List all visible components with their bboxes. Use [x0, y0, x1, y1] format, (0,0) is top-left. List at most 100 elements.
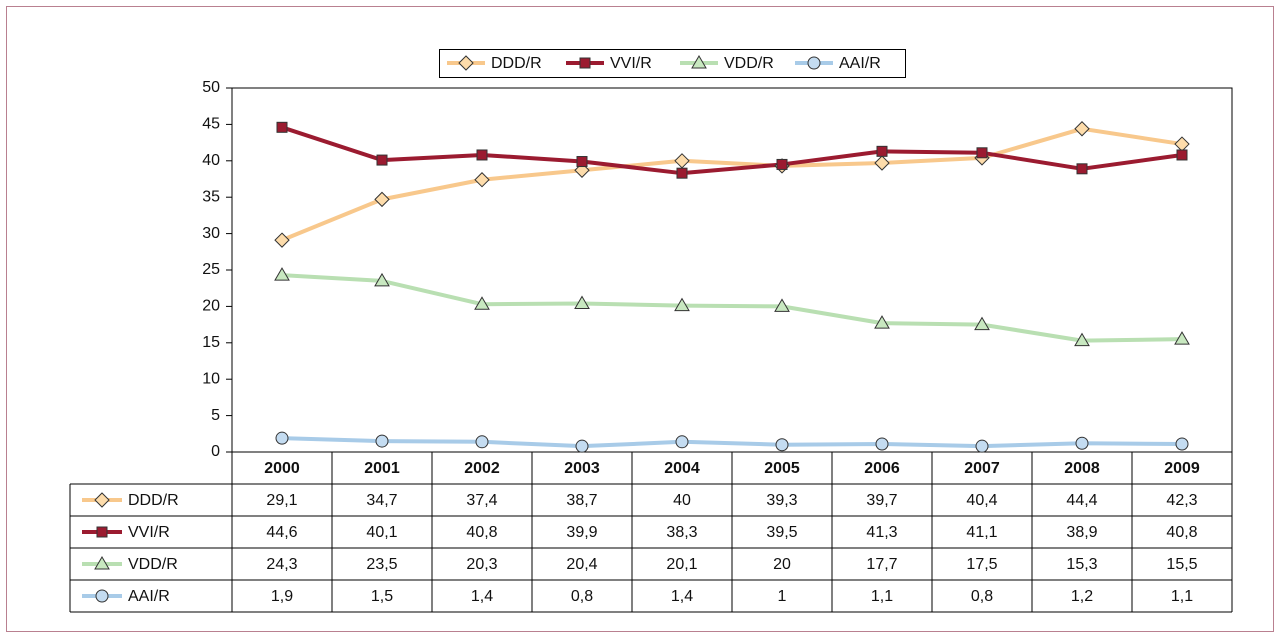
table-cell: 1,5: [371, 588, 393, 605]
table-cell: 37,4: [466, 492, 497, 509]
data-point: [375, 434, 389, 448]
series-line: [281, 273, 1183, 343]
table-cell: 38,9: [1066, 524, 1097, 541]
table-cell: 1,1: [1171, 588, 1193, 605]
y-tick-label: 35: [202, 188, 220, 205]
x-tick-label: 2002: [464, 460, 500, 477]
table-cell: 29,1: [266, 492, 297, 509]
plot-area: [231, 87, 1233, 453]
x-tick-label: 2001: [364, 460, 400, 477]
legend-marker: [691, 55, 707, 69]
data-point: [1076, 163, 1088, 175]
data-point: [675, 435, 689, 449]
table-cell: 20,3: [466, 556, 497, 573]
table-cell: 39,3: [766, 492, 797, 509]
data-point: [274, 232, 290, 248]
x-tick-label: 2009: [1164, 460, 1200, 477]
y-tick-label: 40: [202, 152, 220, 169]
series-line: [281, 125, 1183, 176]
data-point: [474, 296, 490, 310]
table-cell: 38,3: [666, 524, 697, 541]
legend-label: DDD/R: [491, 55, 542, 72]
data-point: [876, 145, 888, 157]
table-cell: 38,7: [566, 492, 597, 509]
table-cell: 44,6: [266, 524, 297, 541]
y-tick-label: 20: [202, 298, 220, 315]
data-point: [376, 154, 388, 166]
x-tick-label: 2005: [764, 460, 800, 477]
table-cell: 23,5: [366, 556, 397, 573]
data-point: [374, 191, 390, 208]
y-tick-label: 50: [202, 79, 220, 96]
table-cell: 0,8: [971, 588, 993, 605]
legend-label: VDD/R: [724, 55, 774, 72]
legend-label: VVI/R: [610, 55, 652, 72]
table-cell: 40,4: [966, 492, 997, 509]
row-label: VVI/R: [128, 524, 170, 541]
series-line: [281, 126, 1183, 243]
data-point: [275, 431, 289, 445]
x-tick-label: 2007: [964, 460, 1000, 477]
y-tick-label: 15: [202, 334, 220, 351]
frame: [6, 6, 1274, 632]
y-tick-label: 10: [202, 370, 220, 387]
data-point: [874, 155, 890, 171]
row-label: DDD/R: [128, 492, 179, 509]
data-point: [276, 121, 288, 133]
data-point: [1175, 437, 1189, 451]
data-point: [976, 147, 988, 159]
data-point: [975, 439, 989, 453]
data-point: [774, 298, 790, 312]
data-point: [574, 295, 590, 309]
data-point: [274, 267, 290, 281]
data-point: [1176, 149, 1188, 161]
legend-marker: [579, 57, 591, 69]
x-tick-label: 2003: [564, 460, 600, 477]
data-point: [1075, 436, 1089, 450]
table-cell: 42,3: [1166, 492, 1197, 509]
legend-marker: [95, 589, 109, 603]
row-label: VDD/R: [128, 556, 178, 573]
table-cell: 39,7: [866, 492, 897, 509]
x-tick-label: 2008: [1064, 460, 1100, 477]
legend-label: AAI/R: [839, 55, 881, 72]
table-cell: 41,1: [966, 524, 997, 541]
table-cell: 40,8: [466, 524, 497, 541]
data-point: [374, 272, 390, 287]
table-cell: 1,4: [671, 588, 693, 605]
legend-marker: [94, 492, 110, 508]
table-cell: 1,4: [471, 588, 493, 605]
legend-marker: [94, 556, 110, 570]
table-cell: 15,3: [1066, 556, 1097, 573]
data-point: [1174, 136, 1190, 152]
table-cell: 0,8: [571, 588, 593, 605]
table-cell: 15,5: [1166, 556, 1197, 573]
x-tick-label: 2000: [264, 460, 300, 477]
data-point: [575, 439, 589, 453]
data-point: [674, 153, 690, 169]
legend-marker: [96, 526, 108, 538]
data-point: [1074, 332, 1090, 347]
data-point: [474, 172, 490, 188]
y-tick-label: 45: [202, 116, 220, 133]
table-cell: 1,1: [871, 588, 893, 605]
data-point: [476, 149, 488, 161]
series-line: [281, 436, 1183, 449]
data-point: [974, 316, 990, 331]
table-cell: 17,5: [966, 556, 997, 573]
data-point: [674, 297, 690, 312]
data-point: [576, 156, 588, 168]
data-point: [1074, 121, 1090, 137]
table-cell: 34,7: [366, 492, 397, 509]
data-point: [1174, 331, 1190, 345]
table-cell: 1: [778, 588, 787, 605]
data-point: [875, 437, 889, 451]
y-tick-label: 5: [211, 407, 220, 424]
table-cell: 1,9: [271, 588, 293, 605]
row-label: AAI/R: [128, 588, 170, 605]
table-cell: 1,2: [1071, 588, 1093, 605]
table-cell: 24,3: [266, 556, 297, 573]
table-cell: 17,7: [866, 556, 897, 573]
legend-marker: [807, 56, 821, 70]
